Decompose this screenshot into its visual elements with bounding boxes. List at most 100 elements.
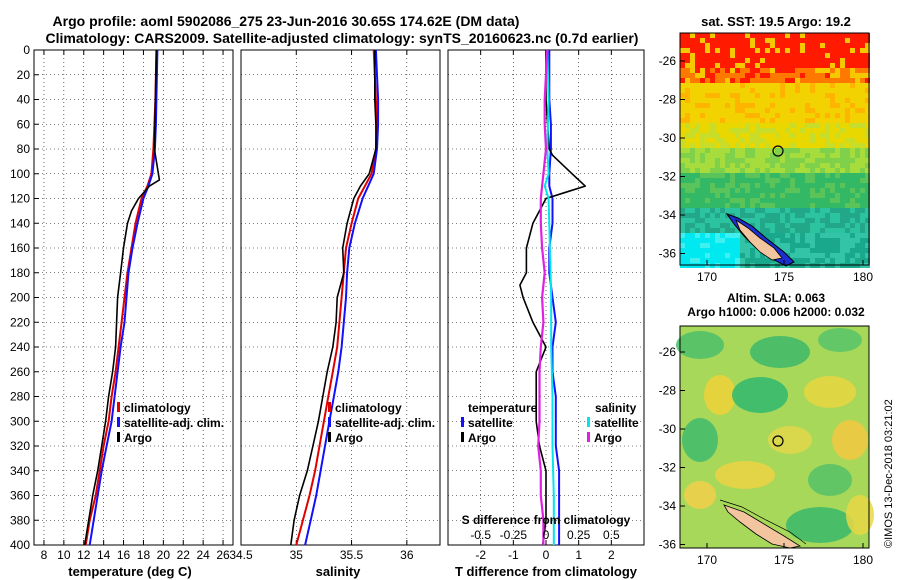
sst-cell bbox=[825, 143, 830, 148]
sst-cell bbox=[695, 38, 700, 43]
sst-cell bbox=[700, 233, 705, 238]
sst-cell bbox=[795, 173, 800, 178]
sst-cell bbox=[770, 73, 775, 78]
sst-cell bbox=[855, 158, 860, 163]
sst-cell bbox=[840, 243, 845, 248]
sst-cell bbox=[805, 248, 810, 253]
sst-cell bbox=[710, 198, 715, 203]
sst-cell bbox=[795, 158, 800, 163]
sst-cell bbox=[780, 108, 785, 113]
sst-cell bbox=[700, 83, 705, 88]
sst-cell bbox=[740, 193, 745, 198]
sst-cell bbox=[695, 228, 700, 233]
sst-cell bbox=[780, 38, 785, 43]
sst-cell bbox=[710, 223, 715, 228]
sst-cell bbox=[825, 93, 830, 98]
sst-cell bbox=[690, 258, 695, 263]
sst-cell bbox=[790, 103, 795, 108]
sst-cell bbox=[845, 188, 850, 193]
sst-cell bbox=[740, 208, 745, 213]
sst-cell bbox=[690, 148, 695, 153]
sst-cell bbox=[720, 188, 725, 193]
sst-cell bbox=[760, 53, 765, 58]
sst-cell bbox=[845, 73, 850, 78]
sst-cell bbox=[680, 48, 685, 53]
sst-cell bbox=[735, 133, 740, 138]
x-tick-label: 35.5 bbox=[340, 548, 364, 562]
sst-cell bbox=[760, 68, 765, 73]
sst-cell bbox=[780, 173, 785, 178]
sst-cell bbox=[865, 198, 870, 203]
x-tick-label: 8 bbox=[41, 548, 48, 562]
sst-cell bbox=[815, 213, 820, 218]
sst-cell bbox=[835, 123, 840, 128]
sst-cell bbox=[860, 123, 865, 128]
sst-cell bbox=[840, 178, 845, 183]
sst-cell bbox=[805, 33, 810, 38]
sst-cell bbox=[850, 68, 855, 73]
sst-cell bbox=[740, 48, 745, 53]
sst-cell bbox=[780, 128, 785, 133]
sst-cell bbox=[820, 203, 825, 208]
sst-cell bbox=[795, 238, 800, 243]
sst-cell bbox=[720, 58, 725, 63]
sst-cell bbox=[835, 128, 840, 133]
sst-cell bbox=[715, 208, 720, 213]
x-tick-label: 20 bbox=[157, 548, 171, 562]
sst-cell bbox=[765, 228, 770, 233]
x-tick-label: 24 bbox=[196, 548, 210, 562]
sst-cell bbox=[760, 33, 765, 38]
sst-cell bbox=[790, 108, 795, 113]
top-x-tick-label: 0 bbox=[543, 528, 550, 542]
sst-cell bbox=[740, 213, 745, 218]
sst-cell bbox=[755, 173, 760, 178]
y-tick-label: 360 bbox=[10, 489, 30, 503]
sst-cell bbox=[765, 123, 770, 128]
sst-cell bbox=[840, 228, 845, 233]
sst-cell bbox=[715, 68, 720, 73]
sst-cell bbox=[750, 143, 755, 148]
sst-cell bbox=[825, 88, 830, 93]
sst-cell bbox=[750, 103, 755, 108]
sst-cell bbox=[710, 53, 715, 58]
sst-cell bbox=[700, 188, 705, 193]
sst-cell bbox=[795, 138, 800, 143]
sst-cell bbox=[710, 173, 715, 178]
sst-cell bbox=[785, 73, 790, 78]
sst-cell bbox=[845, 118, 850, 123]
sst-cell bbox=[820, 103, 825, 108]
sst-cell bbox=[785, 173, 790, 178]
sst-cell bbox=[855, 43, 860, 48]
sst-cell bbox=[730, 103, 735, 108]
sst-cell bbox=[830, 143, 835, 148]
sst-cell bbox=[800, 33, 805, 38]
sst-cell bbox=[710, 233, 715, 238]
sst-cell bbox=[820, 178, 825, 183]
sst-cell bbox=[830, 108, 835, 113]
sst-cell bbox=[770, 183, 775, 188]
sst-cell bbox=[775, 203, 780, 208]
sst-cell bbox=[695, 63, 700, 68]
sst-cell bbox=[725, 48, 730, 53]
sst-cell bbox=[830, 138, 835, 143]
sst-cell bbox=[725, 153, 730, 158]
sst-cell bbox=[865, 208, 870, 213]
sst-cell bbox=[680, 193, 685, 198]
sst-cell bbox=[775, 98, 780, 103]
sst-cell bbox=[720, 128, 725, 133]
sst-cell bbox=[745, 218, 750, 223]
sst-cell bbox=[860, 38, 865, 43]
sst-cell bbox=[680, 143, 685, 148]
sst-cell bbox=[805, 213, 810, 218]
sst-cell bbox=[720, 253, 725, 258]
sst-cell bbox=[775, 243, 780, 248]
sst-cell bbox=[710, 48, 715, 53]
sst-cell bbox=[815, 198, 820, 203]
sst-cell bbox=[815, 248, 820, 253]
sst-cell bbox=[715, 58, 720, 63]
sst-cell bbox=[725, 88, 730, 93]
sst-cell bbox=[740, 143, 745, 148]
sst-cell bbox=[710, 118, 715, 123]
sst-cell bbox=[700, 133, 705, 138]
sst-cell bbox=[770, 113, 775, 118]
